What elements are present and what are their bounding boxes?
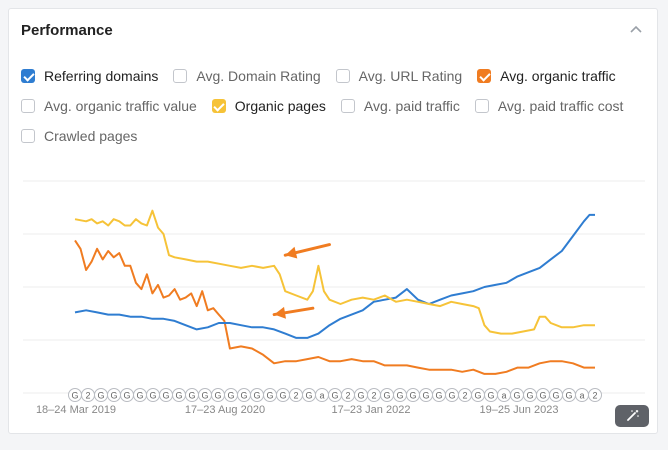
event-marker-label: G bbox=[396, 391, 403, 401]
event-marker-label: G bbox=[474, 391, 481, 401]
event-marker-label: G bbox=[305, 391, 312, 401]
filter-avg-organic-traffic-value[interactable]: Avg. organic traffic value bbox=[21, 98, 197, 114]
checkbox[interactable] bbox=[335, 69, 350, 83]
event-marker-label: G bbox=[97, 391, 104, 401]
event-marker-label: G bbox=[487, 391, 494, 401]
filter-referring-domains[interactable]: Referring domains bbox=[21, 68, 158, 84]
filter-label: Organic pages bbox=[234, 98, 326, 114]
event-marker-label: 2 bbox=[85, 391, 90, 401]
checkbox[interactable] bbox=[21, 99, 35, 113]
x-tick-label: 18–24 Mar 2019 bbox=[36, 404, 116, 416]
checkbox[interactable] bbox=[477, 69, 492, 83]
event-marker-label: G bbox=[266, 391, 273, 401]
event-marker-label: G bbox=[383, 391, 390, 401]
event-marker-label: G bbox=[71, 391, 78, 401]
event-marker-label: 2 bbox=[345, 391, 350, 401]
filter-row: Referring domains Avg. Domain Rating Avg. … bbox=[21, 61, 651, 91]
event-marker-label: G bbox=[448, 391, 455, 401]
event-marker-label: G bbox=[188, 391, 195, 401]
event-marker-label: G bbox=[136, 391, 143, 401]
checkbox[interactable] bbox=[211, 99, 226, 113]
event-marker-label: G bbox=[409, 391, 416, 401]
series-line-1 bbox=[74, 239, 595, 375]
checkbox[interactable] bbox=[21, 129, 35, 143]
checkbox[interactable] bbox=[474, 99, 489, 113]
event-marker-label: G bbox=[201, 391, 208, 401]
event-marker-label: G bbox=[227, 391, 234, 401]
magic-wand-icon bbox=[627, 410, 639, 421]
filter-avg-paid-traffic[interactable]: Avg. paid traffic bbox=[340, 98, 460, 114]
event-marker-label: G bbox=[162, 391, 169, 401]
event-marker-label: G bbox=[552, 391, 559, 401]
event-marker-label: 2 bbox=[293, 391, 298, 401]
filter-label: Avg. organic traffic bbox=[500, 68, 616, 84]
event-marker-label: G bbox=[123, 391, 130, 401]
event-marker-label: 2 bbox=[462, 391, 467, 401]
x-tick-label: 17–23 Jan 2022 bbox=[332, 404, 411, 416]
chevron-up-icon[interactable] bbox=[629, 22, 643, 36]
filter-label: Avg. paid traffic cost bbox=[497, 98, 624, 114]
filter-crawled-pages[interactable]: Crawled pages bbox=[21, 128, 137, 144]
event-marker-label: G bbox=[422, 391, 429, 401]
filter-label: Crawled pages bbox=[44, 128, 138, 144]
event-marker-label: a bbox=[501, 391, 506, 401]
event-marker-label: G bbox=[279, 391, 286, 401]
filter-row: Avg. organic traffic value Organic pages A… bbox=[21, 91, 651, 121]
event-marker-label: G bbox=[526, 391, 533, 401]
event-marker-label: G bbox=[149, 391, 156, 401]
filter-avg-paid-traffic-cost[interactable]: Avg. paid traffic cost bbox=[474, 98, 624, 114]
event-marker-label: 2 bbox=[371, 391, 376, 401]
checkbox[interactable] bbox=[21, 69, 35, 83]
event-marker-label: G bbox=[565, 391, 572, 401]
event-marker-label: G bbox=[240, 391, 247, 401]
series-line-0 bbox=[74, 213, 595, 339]
filter-label: Avg. organic traffic value bbox=[44, 98, 197, 114]
event-marker bbox=[588, 388, 602, 402]
metric-filters: Referring domains Avg. Domain Rating Avg. … bbox=[21, 61, 651, 151]
panel-title: Performance bbox=[21, 22, 113, 39]
filter-row: Crawled pages bbox=[21, 121, 651, 151]
event-marker-label: 2 bbox=[592, 391, 597, 401]
event-marker-label: G bbox=[435, 391, 442, 401]
event-marker-label: G bbox=[253, 391, 260, 401]
event-marker-label: G bbox=[175, 391, 182, 401]
series-line-2 bbox=[74, 209, 595, 335]
filter-avg-organic-traffic[interactable]: Avg. organic traffic bbox=[477, 68, 616, 84]
event-marker-label: a bbox=[319, 391, 324, 401]
checkbox[interactable] bbox=[173, 69, 188, 83]
checkbox[interactable] bbox=[340, 99, 355, 113]
x-tick-label: 19–25 Jun 2023 bbox=[480, 404, 559, 416]
annotation-arrowhead bbox=[274, 306, 286, 319]
annotation-arrowhead bbox=[285, 246, 298, 259]
event-marker-label: G bbox=[214, 391, 221, 401]
filter-organic-pages[interactable]: Organic pages bbox=[211, 98, 326, 114]
event-marker-label: a bbox=[579, 391, 584, 401]
filter-label: Referring domains bbox=[44, 68, 159, 84]
filter-label: Avg. paid traffic bbox=[363, 98, 460, 114]
filter-avg-domain-rating[interactable]: Avg. Domain Rating bbox=[173, 68, 321, 84]
performance-card: Performance Referring domains Avg. Domain… bbox=[8, 8, 658, 434]
event-marker-label: G bbox=[513, 391, 520, 401]
magic-wand-button[interactable] bbox=[615, 405, 649, 427]
event-marker-label: G bbox=[357, 391, 364, 401]
x-tick-label: 17–23 Aug 2020 bbox=[185, 404, 265, 416]
filter-label: Avg. Domain Rating bbox=[196, 68, 321, 84]
filter-avg-url-rating[interactable]: Avg. URL Rating bbox=[335, 68, 463, 84]
event-marker-label: G bbox=[110, 391, 117, 401]
event-marker-label: G bbox=[539, 391, 546, 401]
filter-label: Avg. URL Rating bbox=[358, 68, 463, 84]
event-marker-label: G bbox=[331, 391, 338, 401]
